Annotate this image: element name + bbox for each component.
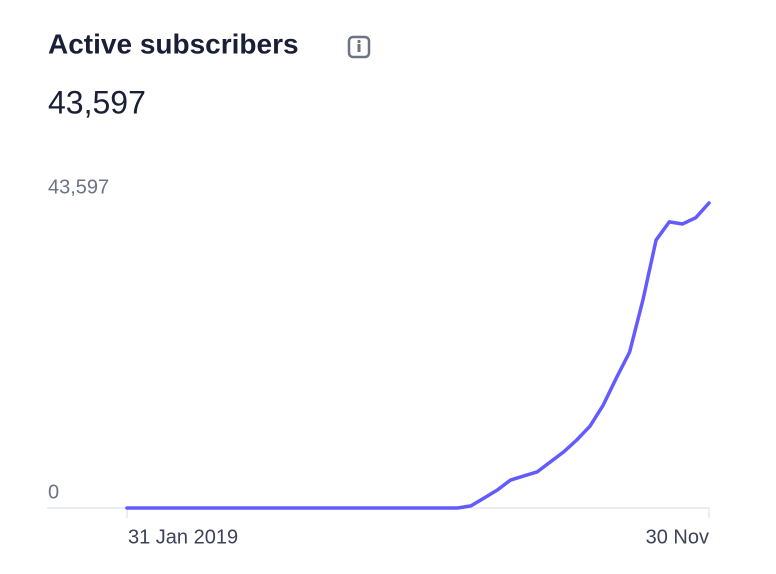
x-tick-label: 30 Nov — [646, 526, 709, 548]
info-icon-frame — [347, 35, 371, 59]
headline-value: 43,597 — [48, 84, 146, 120]
y-tick-label: 0 — [48, 481, 59, 503]
series-line — [125, 201, 711, 510]
y-tick-label: 43,597 — [48, 176, 109, 198]
x-tick-label: 31 Jan 2019 — [128, 526, 238, 548]
info-icon[interactable] — [347, 35, 371, 59]
chart-title: Active subscribers — [48, 28, 299, 59]
info-icon-dot — [357, 39, 361, 44]
info-icon-bar — [357, 44, 361, 52]
